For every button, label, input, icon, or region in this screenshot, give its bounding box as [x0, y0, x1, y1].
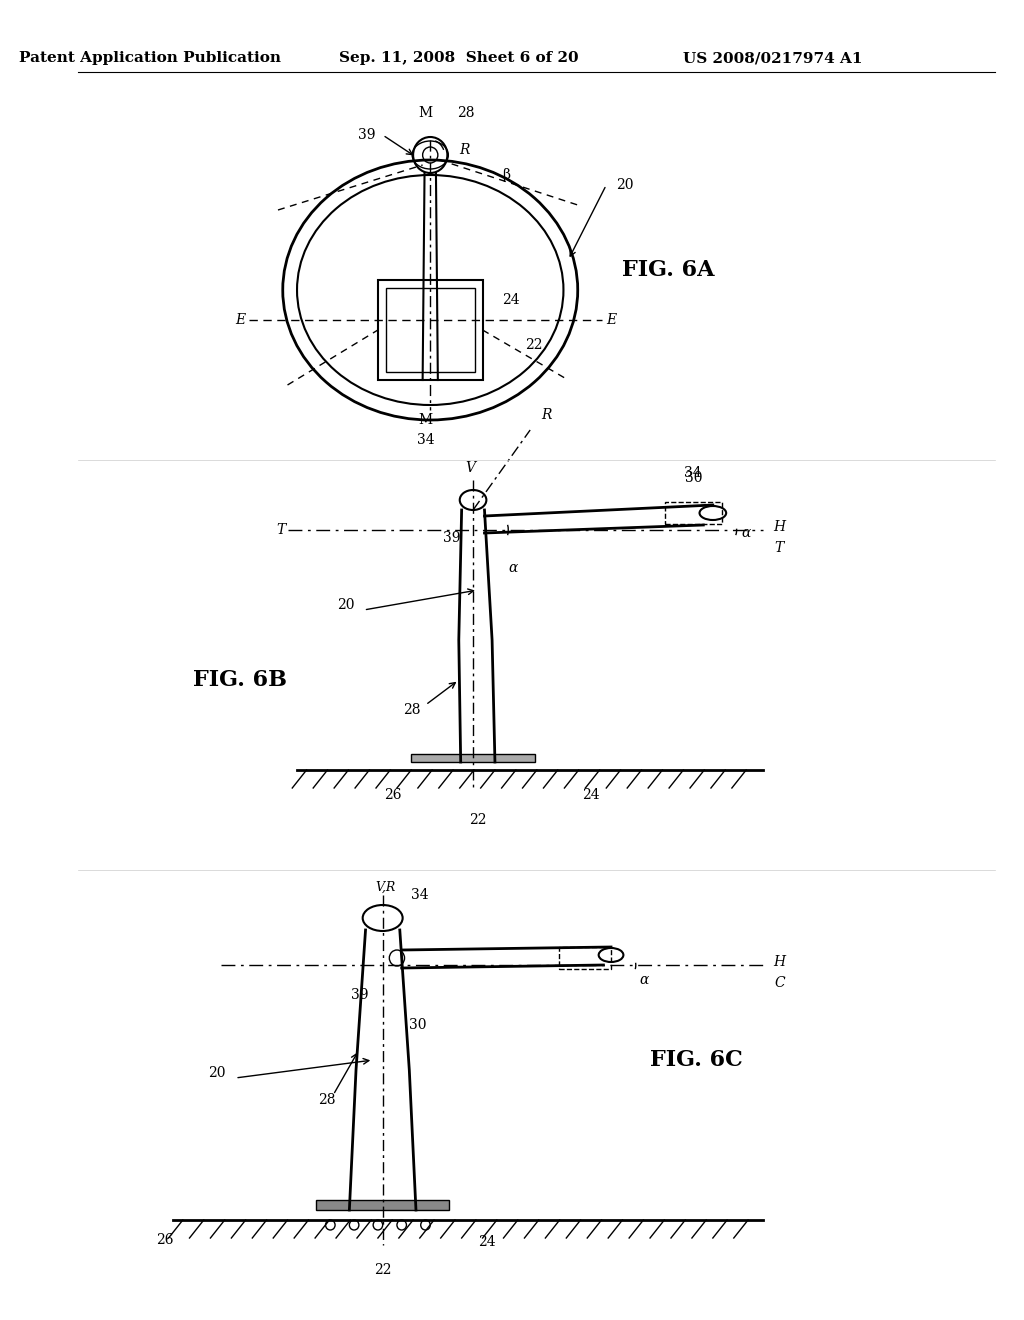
Text: 20: 20: [208, 1067, 225, 1080]
Text: R: R: [542, 408, 552, 422]
Text: α: α: [640, 973, 649, 987]
Text: C: C: [775, 975, 785, 990]
Text: 20: 20: [615, 178, 633, 191]
Bar: [316, 1200, 450, 1210]
Text: H: H: [773, 954, 785, 969]
Text: E: E: [234, 313, 245, 327]
Text: 39: 39: [351, 987, 369, 1002]
Text: 24: 24: [502, 293, 519, 308]
Text: 22: 22: [525, 338, 543, 352]
Text: β: β: [503, 168, 510, 182]
Text: 20: 20: [337, 598, 354, 612]
Text: FIG. 6A: FIG. 6A: [622, 259, 715, 281]
Bar: [378, 280, 482, 380]
Text: FIG. 6C: FIG. 6C: [650, 1049, 743, 1071]
Text: 26: 26: [156, 1233, 173, 1247]
Text: 24: 24: [478, 1236, 496, 1249]
Text: V: V: [465, 461, 475, 475]
Text: α: α: [741, 525, 751, 540]
Text: α: α: [508, 561, 518, 576]
Text: 34: 34: [684, 466, 701, 480]
Text: 26: 26: [384, 788, 401, 803]
Text: Sep. 11, 2008  Sheet 6 of 20: Sep. 11, 2008 Sheet 6 of 20: [339, 51, 579, 65]
Text: Patent Application Publication: Patent Application Publication: [18, 51, 281, 65]
Text: M: M: [419, 106, 432, 120]
Text: 39: 39: [357, 128, 375, 143]
Text: 22: 22: [469, 813, 486, 828]
Text: 39: 39: [443, 531, 461, 545]
Text: US 2008/0217974 A1: US 2008/0217974 A1: [683, 51, 862, 65]
Text: 28: 28: [317, 1093, 335, 1107]
Bar: [412, 754, 535, 762]
Bar: [559, 946, 611, 969]
Text: 34: 34: [417, 433, 434, 447]
Bar: [385, 288, 475, 372]
Text: V,R: V,R: [376, 880, 395, 894]
Text: 30: 30: [410, 1018, 427, 1032]
Text: E: E: [606, 313, 616, 327]
Text: 28: 28: [457, 106, 474, 120]
Text: R: R: [459, 143, 469, 157]
Text: T: T: [276, 523, 286, 537]
Text: T: T: [775, 541, 784, 554]
Text: 34: 34: [412, 888, 429, 902]
Text: H: H: [773, 520, 785, 535]
Text: 30: 30: [685, 471, 702, 484]
Text: 28: 28: [403, 704, 421, 717]
Text: M: M: [419, 413, 432, 426]
Text: FIG. 6B: FIG. 6B: [193, 669, 287, 690]
Bar: [666, 502, 722, 524]
Text: 24: 24: [583, 788, 600, 803]
Text: 22: 22: [374, 1263, 391, 1276]
